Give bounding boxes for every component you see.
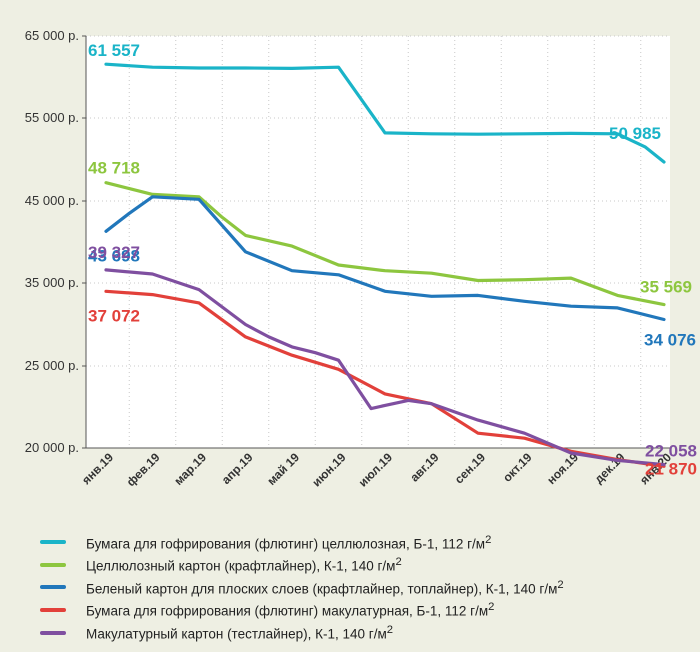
data-label: 34 076 — [644, 331, 696, 350]
data-label: 43 698 — [88, 246, 140, 265]
data-label: 35 569 — [640, 278, 692, 297]
legend-label: Бумага для гофрирования (флютинг) целлюл… — [86, 533, 492, 552]
series-line — [104, 268, 666, 467]
y-tick-label: 65 000 р. — [25, 28, 79, 43]
legend-swatch — [40, 608, 66, 613]
legend-swatch — [40, 540, 66, 545]
x-tick-label: янв.19 — [79, 450, 116, 487]
data-labels: 61 557 50 985 48 718 35 569 43 698 34 076 37 0… — [88, 41, 697, 478]
x-tick-label: окт.19 — [500, 450, 535, 485]
x-tick-label: май 19 — [264, 450, 302, 488]
data-label: 61 557 — [88, 41, 140, 60]
legend-label-superscript: 2 — [395, 556, 402, 569]
legend-swatch — [40, 630, 66, 635]
x-tick-label: авг.19 — [407, 450, 442, 485]
data-label: 21 870 — [645, 459, 697, 478]
x-tick-label: мар.19 — [171, 450, 209, 488]
y-tick-label: 45 000 р. — [25, 193, 79, 208]
line-chart: 20 000 р. 25 000 р. 35 000 р. 45 000 р. 55 0… — [25, 28, 697, 490]
legend-label-superscript: 2 — [557, 578, 564, 591]
x-tick-label: фев.19 — [124, 450, 163, 489]
series-line — [104, 195, 666, 322]
legend-label: Макулатурный картон (тестлайнер), К-1, 1… — [86, 623, 393, 642]
y-tick-label: 25 000 р. — [25, 358, 79, 373]
x-tick-label: июн.19 — [309, 450, 349, 490]
y-axis-ticks: 20 000 р. 25 000 р. 35 000 р. 45 000 р. 55 0… — [25, 28, 86, 455]
legend-item: Макулатурный картон (тестлайнер), К-1, 1… — [40, 621, 680, 644]
x-tick-label: ноя.19 — [544, 450, 581, 487]
series-lines — [104, 62, 666, 468]
x-tick-label: июл.19 — [356, 450, 396, 490]
series-line — [104, 181, 666, 307]
x-tick-label: сен.19 — [452, 450, 488, 486]
legend-label: Беленый картон для плоских слоев (крафтл… — [86, 578, 564, 597]
legend-label-superscript: 2 — [485, 533, 492, 546]
series-line — [104, 62, 666, 164]
legend-item: Бумага для гофрирования (флютинг) макула… — [40, 599, 680, 622]
legend-item: Целлюлозный картон (крафтлайнер), К-1, 1… — [40, 554, 680, 577]
legend-label: Целлюлозный картон (крафтлайнер), К-1, 1… — [86, 556, 402, 574]
data-label: 48 718 — [88, 159, 140, 178]
legend-swatch — [40, 562, 66, 567]
x-tick-label: апр.19 — [219, 450, 256, 487]
data-label: 22 058 — [645, 442, 697, 461]
y-tick-label: 35 000 р. — [25, 275, 79, 290]
legend-item: Бумага для гофрирования (флютинг) целлюл… — [40, 531, 680, 554]
y-tick-label: 20 000 р. — [25, 440, 79, 455]
grid — [85, 35, 670, 449]
data-label: 50 985 — [609, 124, 661, 143]
y-tick-label: 55 000 р. — [25, 110, 79, 125]
plot-area — [86, 36, 670, 448]
legend: Бумага для гофрирования (флютинг) целлюл… — [40, 531, 680, 644]
legend-label-superscript: 2 — [386, 623, 393, 636]
data-label: 37 072 — [88, 306, 140, 325]
legend-swatch — [40, 585, 66, 590]
data-label: 39 327 — [88, 243, 140, 262]
legend-label-superscript: 2 — [488, 601, 495, 614]
legend-label: Бумага для гофрирования (флютинг) макула… — [86, 601, 495, 619]
legend-item: Беленый картон для плоских слоев (крафтл… — [40, 576, 680, 599]
